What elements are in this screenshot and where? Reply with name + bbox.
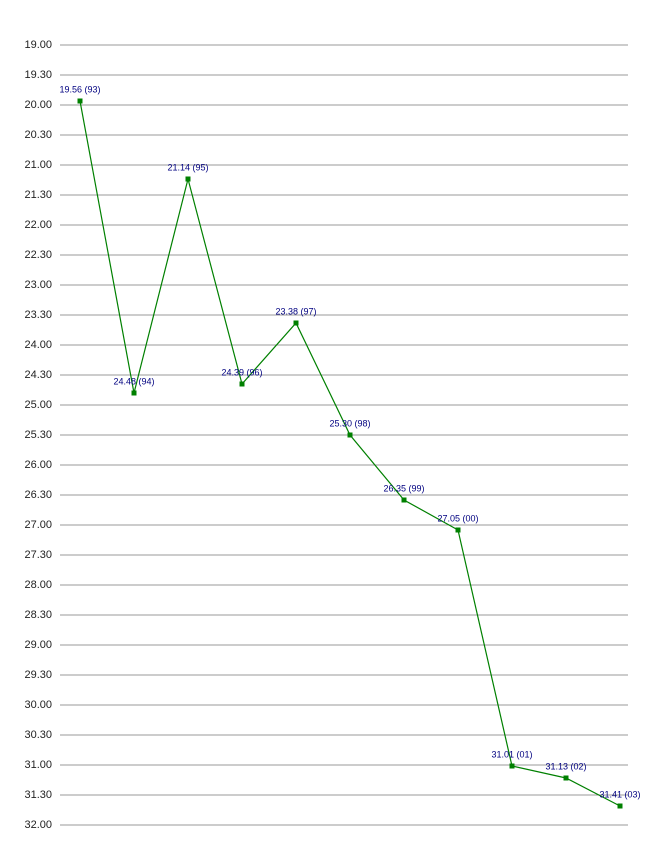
point-marker: [455, 527, 461, 533]
value-label: 31.13 (02): [545, 761, 586, 771]
point-marker: [401, 497, 407, 503]
y-tick-label: 30.00: [24, 699, 52, 711]
value-label: 27.05 (00): [437, 513, 478, 523]
y-tick-label: 19.00: [24, 39, 52, 51]
point-marker: [293, 320, 299, 326]
y-tick-label: 26.30: [24, 489, 52, 501]
y-tick-label: 31.30: [24, 789, 52, 801]
value-label: 19.56 (93): [59, 84, 100, 94]
y-tick-label: 20.00: [24, 99, 52, 111]
y-tick-label: 25.30: [24, 429, 52, 441]
value-label: 26.35 (99): [383, 483, 424, 493]
y-tick-label: 31.00: [24, 759, 52, 771]
value-label: 23.38 (97): [275, 306, 316, 316]
value-label: 21.14 (95): [167, 162, 208, 172]
y-tick-label: 28.00: [24, 579, 52, 591]
point-marker: [131, 390, 137, 396]
y-tick-label: 20.30: [24, 129, 52, 141]
series-line: [79, 100, 621, 807]
y-tick-label: 32.00: [24, 819, 52, 831]
y-tick-label: 21.00: [24, 159, 52, 171]
y-tick-label: 22.30: [24, 249, 52, 261]
value-label: 31.01 (01): [491, 749, 532, 759]
y-tick-label: 26.00: [24, 459, 52, 471]
value-label: 25.30 (98): [329, 418, 370, 428]
y-tick-label: 29.30: [24, 669, 52, 681]
point-marker: [185, 176, 191, 182]
value-label: 24.48 (94): [113, 376, 154, 386]
point-marker: [239, 381, 245, 387]
point-marker: [509, 763, 515, 769]
value-label: 31.41 (03): [599, 789, 640, 799]
point-marker: [347, 432, 353, 438]
value-label: 24.39 (96): [221, 367, 262, 377]
point-marker: [617, 803, 623, 809]
y-tick-label: 21.30: [24, 189, 52, 201]
y-tick-label: 22.00: [24, 219, 52, 231]
y-tick-label: 23.00: [24, 279, 52, 291]
y-tick-label: 24.00: [24, 339, 52, 351]
point-marker: [563, 775, 569, 781]
y-tick-label: 19.30: [24, 69, 52, 81]
y-tick-label: 27.30: [24, 549, 52, 561]
y-tick-label: 24.30: [24, 369, 52, 381]
y-tick-label: 27.00: [24, 519, 52, 531]
y-tick-label: 29.00: [24, 639, 52, 651]
y-tick-label: 23.30: [24, 309, 52, 321]
y-tick-label: 28.30: [24, 609, 52, 621]
point-marker: [77, 98, 83, 104]
y-tick-label: 30.30: [24, 729, 52, 741]
y-tick-label: 25.00: [24, 399, 52, 411]
